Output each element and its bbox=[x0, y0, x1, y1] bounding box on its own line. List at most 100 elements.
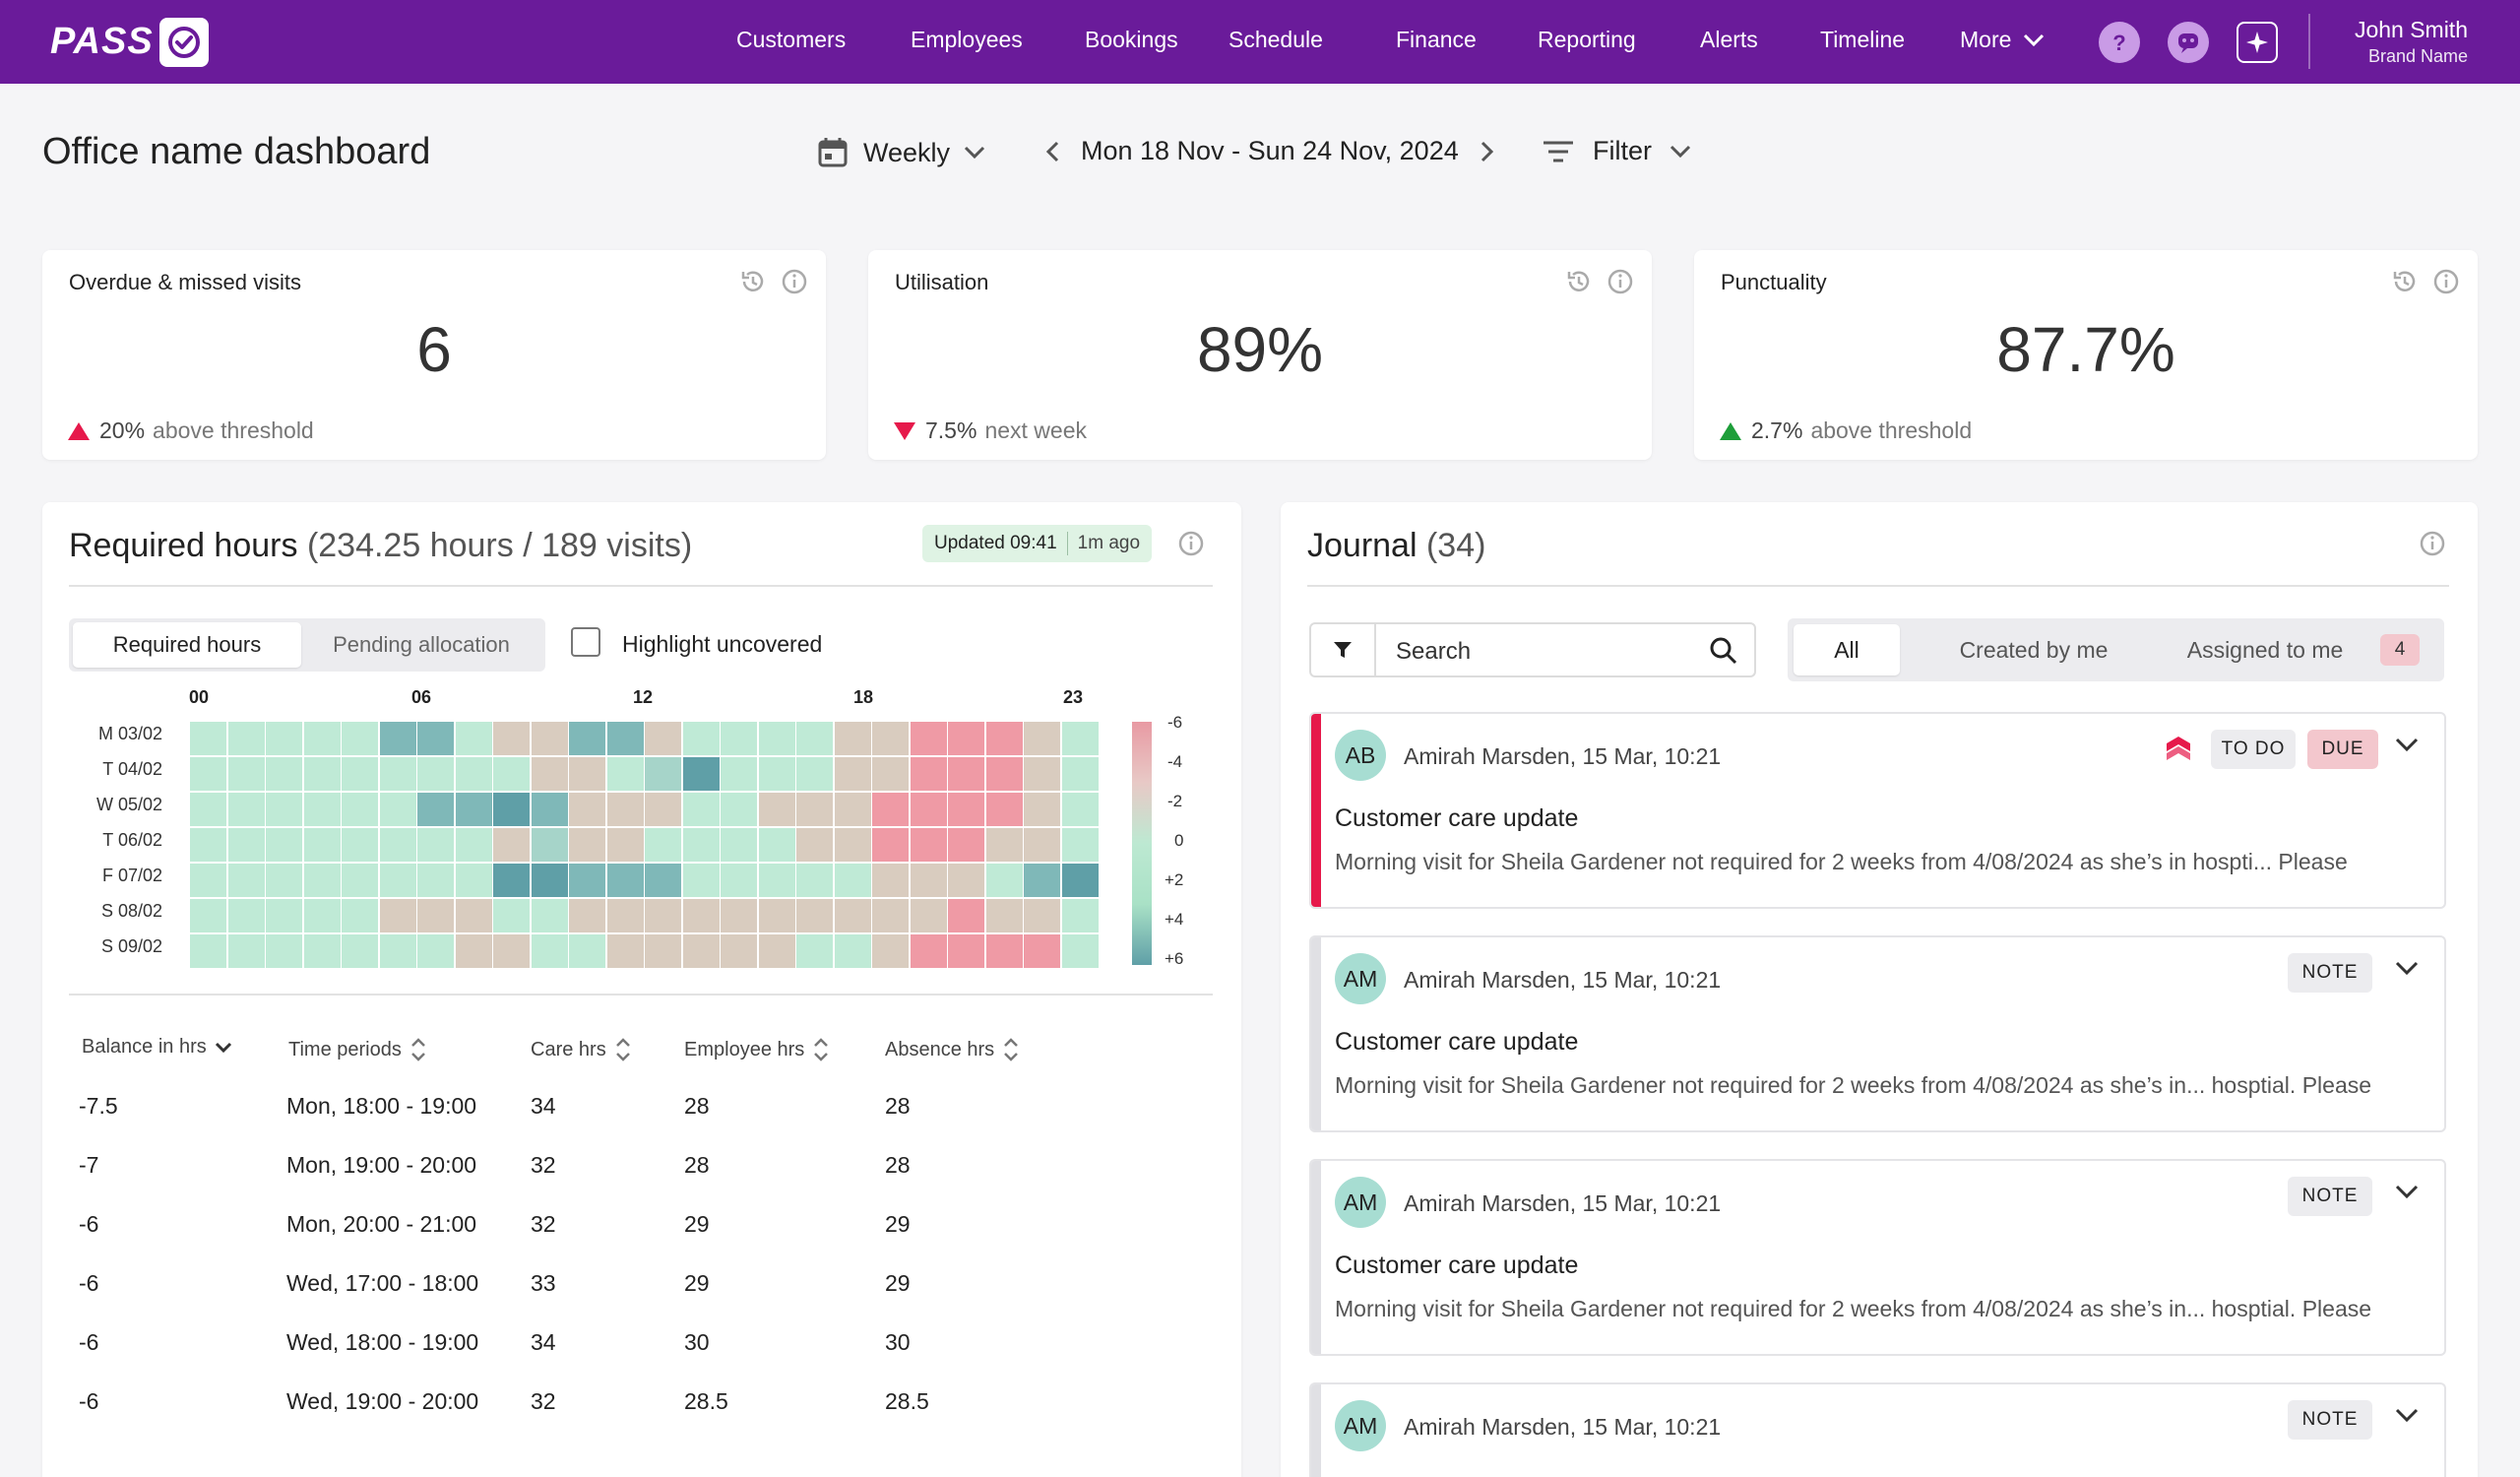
heatmap-cell[interactable] bbox=[1061, 899, 1099, 932]
heatmap-cell[interactable] bbox=[266, 899, 302, 932]
heatmap-cell[interactable] bbox=[606, 934, 644, 968]
history-icon[interactable] bbox=[1565, 268, 1593, 295]
heatmap-cell[interactable] bbox=[266, 864, 302, 897]
col-absence-hrs[interactable]: Absence hrs bbox=[885, 1036, 1020, 1063]
heatmap-cell[interactable] bbox=[417, 722, 454, 755]
info-icon[interactable] bbox=[2432, 268, 2460, 295]
heatmap-cell[interactable] bbox=[948, 899, 984, 932]
heatmap-cell[interactable] bbox=[1024, 757, 1060, 791]
heatmap-cell[interactable] bbox=[910, 934, 947, 968]
heatmap-cell[interactable] bbox=[455, 757, 492, 791]
heatmap-cell[interactable] bbox=[190, 934, 226, 968]
heatmap-cell[interactable] bbox=[190, 899, 226, 932]
chat-bubble-icon[interactable] bbox=[2168, 22, 2209, 63]
heatmap-cell[interactable] bbox=[985, 828, 1023, 862]
info-icon[interactable] bbox=[1606, 268, 1634, 295]
heatmap-cell[interactable] bbox=[569, 934, 605, 968]
nav-more[interactable]: More bbox=[1960, 27, 2045, 53]
heatmap-cell[interactable] bbox=[569, 899, 605, 932]
heatmap-cell[interactable] bbox=[303, 934, 341, 968]
heatmap-cell[interactable] bbox=[606, 899, 644, 932]
heatmap-cell[interactable] bbox=[227, 793, 265, 826]
heatmap-cell[interactable] bbox=[910, 828, 947, 862]
heatmap-cell[interactable] bbox=[872, 828, 909, 862]
heatmap-cell[interactable] bbox=[834, 757, 871, 791]
heatmap-cell[interactable] bbox=[872, 864, 909, 897]
heatmap-cell[interactable] bbox=[266, 793, 302, 826]
heatmap-cell[interactable] bbox=[493, 722, 530, 755]
heatmap-cell[interactable] bbox=[531, 828, 568, 862]
info-icon[interactable] bbox=[2419, 530, 2446, 557]
heatmap-cell[interactable] bbox=[910, 722, 947, 755]
heatmap-cell[interactable] bbox=[834, 793, 871, 826]
heatmap-cell[interactable] bbox=[1024, 828, 1060, 862]
heatmap-cell[interactable] bbox=[721, 793, 757, 826]
tab-assigned-to-me[interactable]: Assigned to me bbox=[2186, 636, 2344, 663]
chevron-left-icon[interactable] bbox=[1045, 141, 1059, 162]
chevron-down-icon[interactable] bbox=[2395, 1408, 2419, 1424]
heatmap-cell[interactable] bbox=[227, 864, 265, 897]
heatmap-cell[interactable] bbox=[872, 722, 909, 755]
heatmap-cell[interactable] bbox=[645, 722, 681, 755]
heatmap-cell[interactable] bbox=[455, 828, 492, 862]
journal-entry[interactable]: AB Amirah Marsden, 15 Mar, 10:21 TO DO D… bbox=[1309, 712, 2446, 909]
heatmap-cell[interactable] bbox=[796, 828, 833, 862]
heatmap-cell[interactable] bbox=[948, 793, 984, 826]
heatmap-cell[interactable] bbox=[1061, 757, 1099, 791]
heatmap-cell[interactable] bbox=[569, 722, 605, 755]
nav-reporting[interactable]: Reporting bbox=[1538, 27, 1636, 52]
heatmap-cell[interactable] bbox=[682, 722, 720, 755]
heatmap-cell[interactable] bbox=[227, 828, 265, 862]
period-selector[interactable]: Weekly bbox=[816, 136, 985, 169]
heatmap-cell[interactable] bbox=[1061, 828, 1099, 862]
heatmap-cell[interactable] bbox=[303, 828, 341, 862]
search-icon[interactable] bbox=[1709, 636, 1738, 671]
heatmap-cell[interactable] bbox=[493, 899, 530, 932]
heatmap-cell[interactable] bbox=[190, 828, 226, 862]
heatmap-cell[interactable] bbox=[190, 757, 226, 791]
heatmap-cell[interactable] bbox=[1024, 793, 1060, 826]
nav-customers[interactable]: Customers bbox=[736, 27, 847, 52]
heatmap-cell[interactable] bbox=[1024, 722, 1060, 755]
heatmap-cell[interactable] bbox=[682, 828, 720, 862]
heatmap-cell[interactable] bbox=[303, 757, 341, 791]
heatmap-cell[interactable] bbox=[796, 864, 833, 897]
heatmap-cell[interactable] bbox=[227, 757, 265, 791]
heatmap-cell[interactable] bbox=[872, 757, 909, 791]
heatmap-cell[interactable] bbox=[834, 828, 871, 862]
heatmap-cell[interactable] bbox=[606, 828, 644, 862]
heatmap-cell[interactable] bbox=[342, 899, 378, 932]
heatmap-cell[interactable] bbox=[758, 722, 795, 755]
heatmap-cell[interactable] bbox=[721, 864, 757, 897]
heatmap-cell[interactable] bbox=[1024, 934, 1060, 968]
filter-icon[interactable] bbox=[1311, 624, 1376, 675]
heatmap-cell[interactable] bbox=[379, 828, 416, 862]
heatmap-cell[interactable] bbox=[493, 864, 530, 897]
heatmap-cell[interactable] bbox=[1061, 934, 1099, 968]
journal-entry[interactable]: AM Amirah Marsden, 15 Mar, 10:21 NOTE Cu… bbox=[1309, 1159, 2446, 1356]
heatmap-cell[interactable] bbox=[1061, 722, 1099, 755]
heatmap-cell[interactable] bbox=[417, 864, 454, 897]
heatmap-cell[interactable] bbox=[1024, 899, 1060, 932]
heatmap-cell[interactable] bbox=[1061, 864, 1099, 897]
heatmap-cell[interactable] bbox=[872, 934, 909, 968]
heatmap-cell[interactable] bbox=[758, 864, 795, 897]
heatmap-cell[interactable] bbox=[948, 864, 984, 897]
heatmap-cell[interactable] bbox=[417, 757, 454, 791]
heatmap-cell[interactable] bbox=[455, 722, 492, 755]
heatmap-cell[interactable] bbox=[948, 934, 984, 968]
heatmap-cell[interactable] bbox=[531, 934, 568, 968]
heatmap-cell[interactable] bbox=[985, 757, 1023, 791]
search-input[interactable]: Search bbox=[1396, 638, 1472, 665]
heatmap-cell[interactable] bbox=[190, 793, 226, 826]
heatmap-cell[interactable] bbox=[379, 899, 416, 932]
heatmap-cell[interactable] bbox=[493, 793, 530, 826]
heatmap-cell[interactable] bbox=[342, 793, 378, 826]
col-time-periods[interactable]: Time periods bbox=[288, 1036, 427, 1063]
heatmap-cell[interactable] bbox=[342, 864, 378, 897]
heatmap-cell[interactable] bbox=[227, 722, 265, 755]
heatmap-cell[interactable] bbox=[606, 722, 644, 755]
heatmap-cell[interactable] bbox=[493, 828, 530, 862]
logo[interactable]: PASS bbox=[50, 17, 209, 67]
heatmap-cell[interactable] bbox=[645, 828, 681, 862]
